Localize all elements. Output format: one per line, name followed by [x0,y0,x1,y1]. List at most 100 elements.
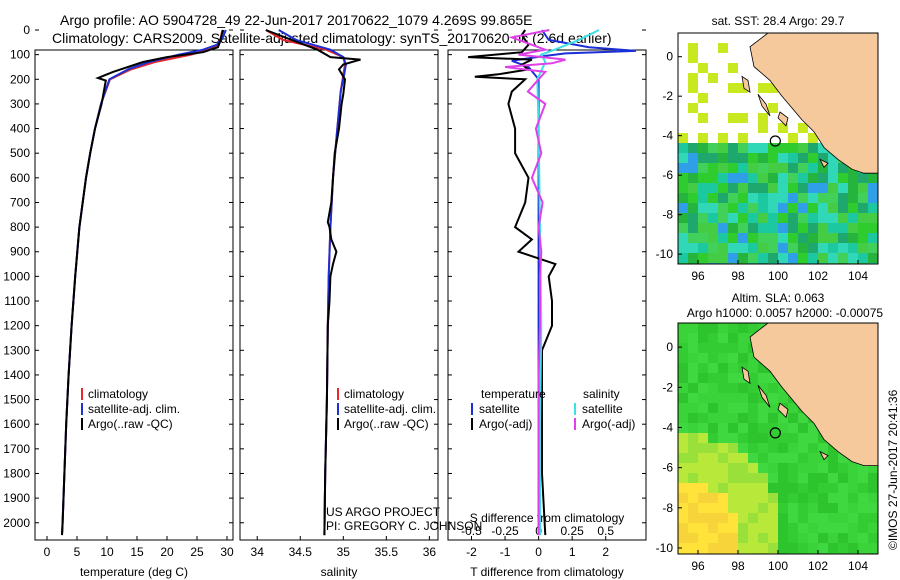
sla-map-xtick-label: 102 [808,559,828,573]
sst-map-island [777,111,789,127]
sst-map-xtick-label: 102 [808,269,828,283]
difference-profile-xlabel: T difference from climatology [470,565,624,579]
legend-heading-salinity: salinity [583,387,620,401]
sst-map-island [819,158,829,168]
depth-tick-label: 1700 [3,442,30,456]
salinity-diff-tick-label: 0.5 [597,524,614,538]
temperature-profile-xtick-label: 10 [100,545,114,559]
salinity-profile-xlabel: salinity [321,565,358,579]
sst-map-xtick-label: 100 [768,269,788,283]
sla-map-ytick-label: -2 [662,380,673,394]
difference-profile-series-temperature-argo-adj [468,29,557,536]
sst-map-sumatra-land [749,32,879,174]
salinity-profile-xtick-label: 35.5 [375,545,399,559]
sst-map-ytick-label: -2 [662,89,673,103]
salinity-profile-series-climatology [265,29,347,536]
sla-map-xtick-label: 98 [731,559,745,573]
depth-tick-label: 1300 [3,343,30,357]
sst-map-cells [678,33,878,264]
title-line-2: Climatology: CARS2009. Satellite-adjuste… [52,30,612,46]
depth-tick-label: 0 [23,23,30,37]
sla-map-subtitle: Argo h1000: 0.0057 h2000: -0.00075 [687,306,883,320]
depth-tick-label: 600 [10,171,30,185]
salinity-diff-tick-label: -0.25 [491,524,519,538]
depth-tick-label: 1500 [3,393,30,407]
depth-tick-label: 1000 [3,269,30,283]
sst-map-ytick-label: -6 [662,168,673,182]
sst-map-title: sat. SST: 28.4 Argo: 29.7 [712,14,845,28]
depth-tick-label: 1200 [3,319,30,333]
salinity-profile-xtick-label: 36 [423,545,437,559]
temperature-profile-xtick-label: 15 [130,545,144,559]
sla-map-island [757,385,771,408]
temperature-profile-xtick-label: 5 [74,545,81,559]
depth-tick-label: 200 [10,72,30,86]
difference-profile-frame [447,49,647,541]
difference-profile-series-salinity-argo-adj [504,29,566,536]
difference-profile-series-temperature-satellite [511,29,636,536]
salinity-profile-xtick-label: 34 [251,545,265,559]
sla-map-island [777,402,789,419]
legend-label-diff: satellite [582,402,623,416]
depth-tick-label: 1800 [3,466,30,480]
depth-tick-label: 800 [10,220,30,234]
sla-map-title: Altim. SLA: 0.063 [732,291,825,305]
temperature-profile-series-satellite-adj-clim [61,29,227,536]
depth-tick-label: 2000 [3,516,30,530]
sla-map-island [819,450,829,461]
depth-tick-label: 1400 [3,368,30,382]
legend-label-satellite-adj-clim: satellite-adj. clim. [344,402,436,416]
temperature-profile-xtick-label: 20 [160,545,174,559]
sst-map-xtick-label: 98 [731,269,745,283]
credit-pi: PI: GREGORY C. JOHNSON [326,519,483,533]
sla-map-xtick-label: 100 [768,559,788,573]
sla-map-ytick-label: 0 [666,340,673,354]
salinity-profile-xtick-label: 35 [337,545,351,559]
sla-map-ytick-label: -6 [662,461,673,475]
temperature-profile-series-climatology [61,29,224,536]
legend-label-diff: Argo(-adj) [582,417,635,431]
temperature-profile-xtick-label: 0 [44,545,51,559]
depth-tick-label: 1600 [3,417,30,431]
imos-credit: ©IMOS 27-Jun-2017 20:41:36 [886,389,900,550]
legend-label-satellite-adj-clim: satellite-adj. clim. [88,402,180,416]
temperature-profile-xtick-label: 25 [190,545,204,559]
legend-label-diff: satellite [479,402,520,416]
temperature-profile-xlabel: temperature (deg C) [80,565,188,579]
salinity-profile-series-satellite-adj-clim [278,29,347,536]
sst-map-ytick-label: -10 [656,247,674,261]
legend-heading-temperature: temperature [481,387,546,401]
sst-map-island [757,93,771,117]
sst-map-xtick-label: 104 [848,269,868,283]
difference-profile-xtick-label: -2 [466,545,477,559]
sla-map-float-marker [769,427,781,439]
difference-profile-xtick-label: 1 [569,545,576,559]
sst-map-xtick-label: 96 [691,269,705,283]
sla-map-xtick-label: 96 [691,559,705,573]
sst-map-float-marker [769,135,781,147]
legend-label-argo-raw-qc: Argo(..raw -QC) [88,417,173,431]
difference-profile-xtick-label: -1 [500,545,511,559]
sst-map-ytick-label: 0 [666,50,673,64]
depth-tick-label: 300 [10,97,30,111]
legend-label-diff: Argo(-adj) [479,417,532,431]
salinity-diff-tick-label: -0.5 [461,524,482,538]
sla-map-ytick-label: -4 [662,420,673,434]
salinity-profile-xtick-label: 34.5 [289,545,313,559]
sla-map-ytick-label: -10 [656,541,674,555]
temperature-profile-xtick-label: 30 [220,545,234,559]
salinity-diff-tick-label: 0.25 [560,524,584,538]
sst-map-island [741,75,751,94]
difference-profile-x2label: S difference from climatology [470,511,625,525]
legend-label-argo-raw-qc: Argo(..raw -QC) [344,417,429,431]
sst-map-ytick-label: -4 [662,129,673,143]
sla-map-xtick-label: 104 [848,559,868,573]
difference-profile-xtick-label: 0 [535,545,542,559]
salinity-profile-series-argo-raw-qc [265,29,361,536]
sla-map-island [741,366,751,385]
temperature-profile-frame [34,49,234,541]
credit-project: US ARGO PROJECT [326,505,441,519]
depth-tick-label: 500 [10,146,30,160]
difference-profile-series-salinity-satellite [536,29,600,536]
